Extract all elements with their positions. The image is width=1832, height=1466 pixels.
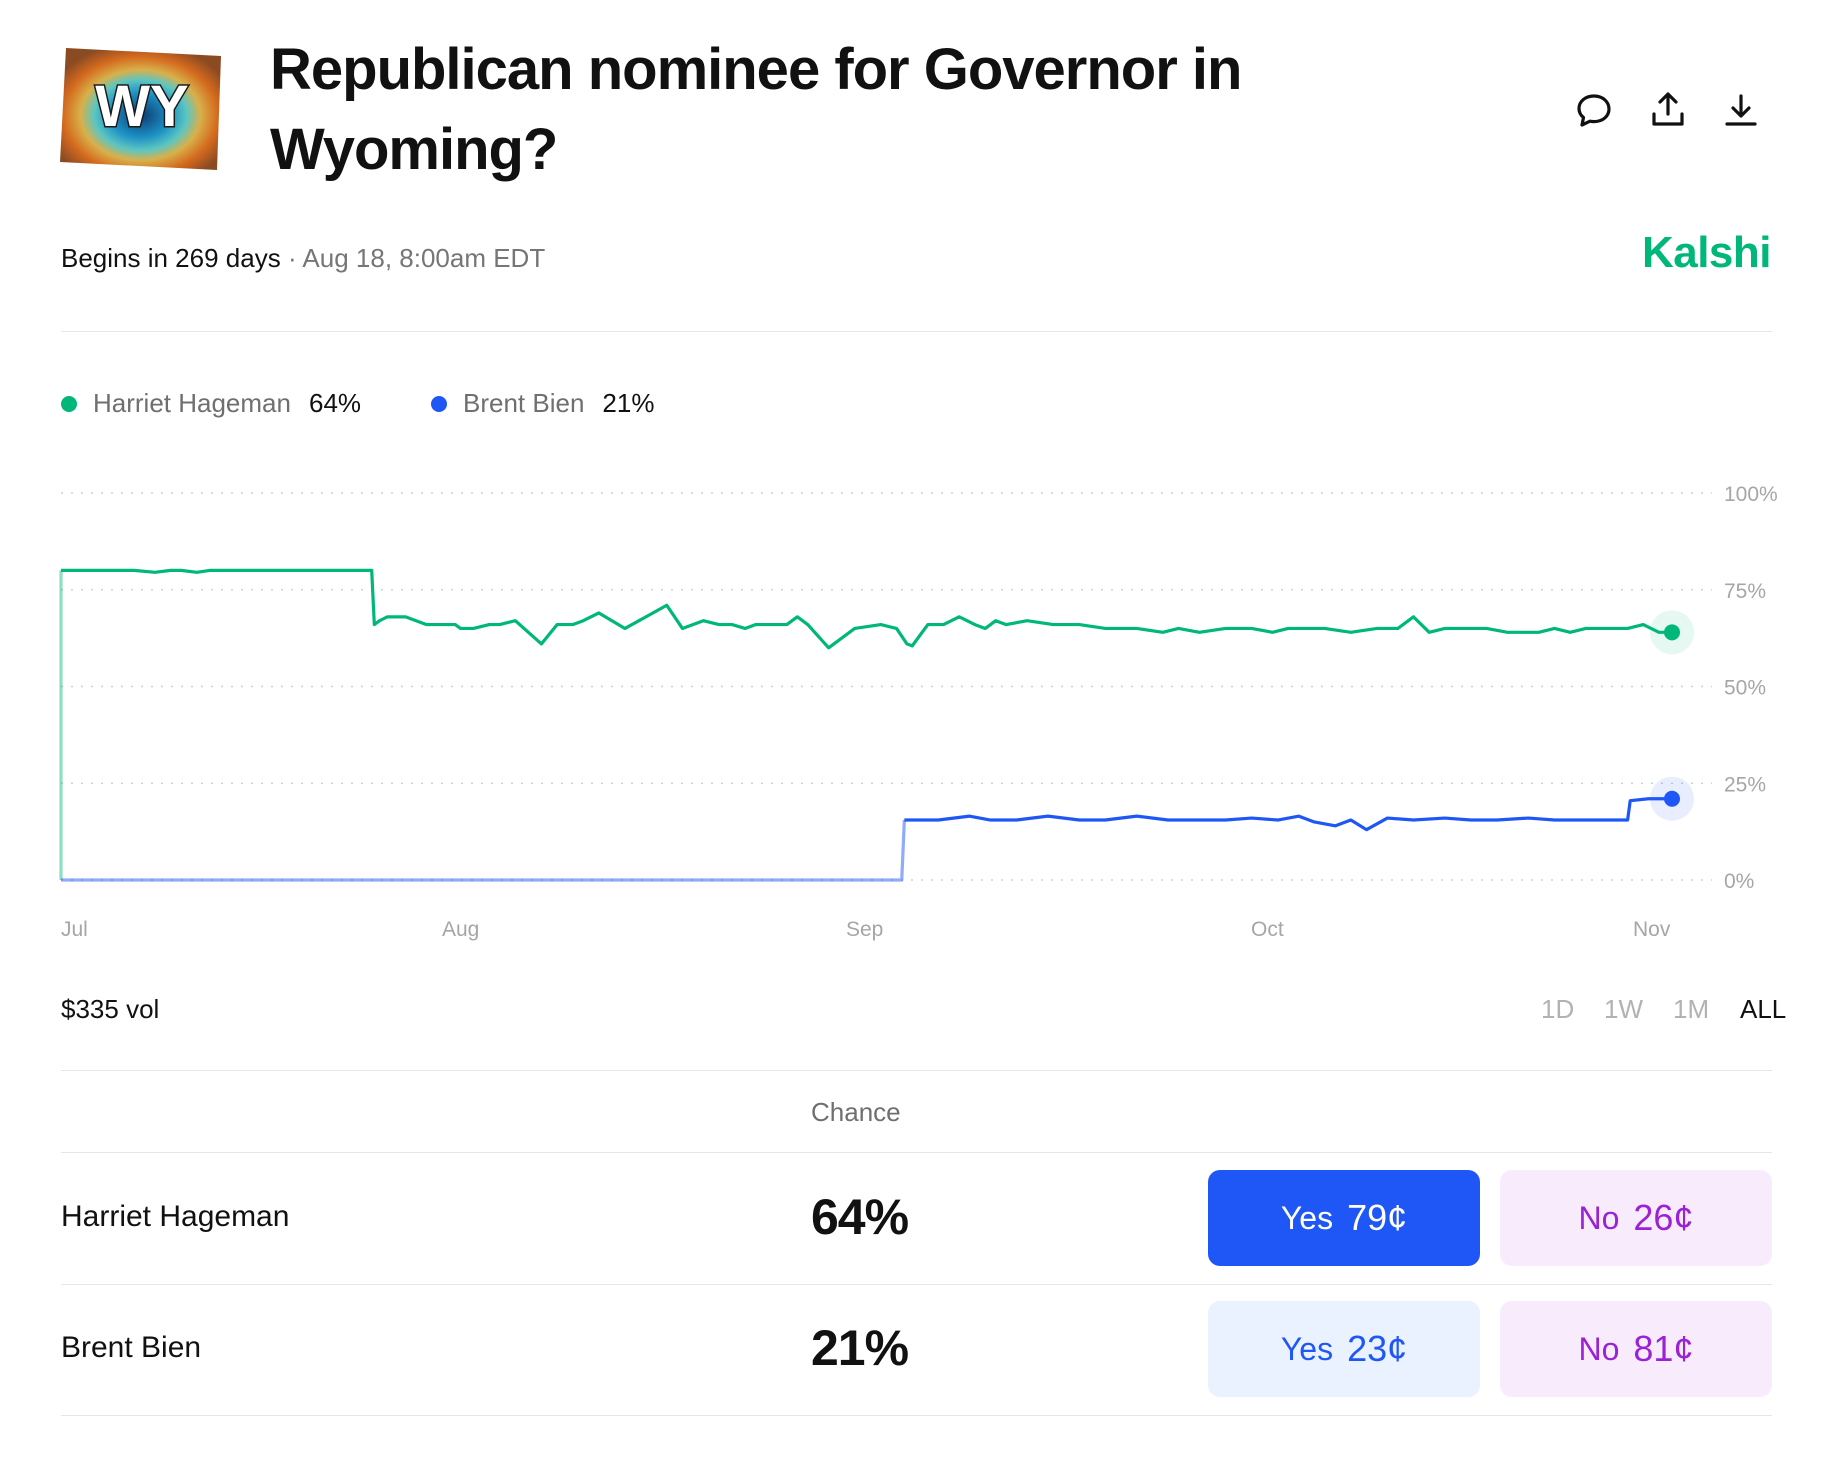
series-line-bien-start (61, 819, 906, 882)
series-endpoint-hageman (1664, 624, 1680, 641)
series-endpoint-bien (1664, 790, 1680, 807)
range-1w-button[interactable]: 1W (1604, 994, 1643, 1024)
x-tick-label: Nov (1633, 918, 1671, 941)
x-axis-ticks: Jul Aug Sep Oct Nov (61, 918, 1671, 941)
legend-name: Harriet Hageman (93, 388, 291, 418)
chance-column-header: Chance (811, 1097, 901, 1127)
legend-item-hageman: Harriet Hageman 64% (61, 388, 361, 419)
begins-separator: · (287, 243, 297, 273)
price-chart[interactable]: 100% 75% 50% 25% 0% Jul Aug Sep Oct Nov (0, 470, 1832, 950)
x-tick-label: Aug (442, 918, 479, 941)
share-icon[interactable] (1644, 86, 1692, 134)
y-tick-label: 25% (1724, 773, 1766, 796)
yes-label: Yes (1280, 1199, 1334, 1236)
yes-button-hageman[interactable]: Yes 79¢ (1208, 1170, 1480, 1266)
y-tick-label: 50% (1724, 677, 1766, 700)
no-price: 81¢ (1633, 1328, 1694, 1369)
table-bottom-divider (61, 1415, 1772, 1416)
legend-item-bien: Brent Bien 21% (431, 388, 654, 419)
begins-info: Begins in 269 days · Aug 18, 8:00am EDT (61, 243, 545, 274)
no-label: No (1578, 1199, 1620, 1236)
download-icon[interactable] (1717, 86, 1765, 134)
legend-value: 64% (308, 388, 362, 418)
table-row-divider (61, 1284, 1772, 1285)
legend-dot-hageman (61, 395, 77, 412)
outcome-chance-bien: 21% (811, 1320, 909, 1376)
range-1m-button[interactable]: 1M (1673, 994, 1710, 1024)
yes-price: 79¢ (1347, 1197, 1408, 1238)
y-axis-ticks: 100% 75% 50% 25% 0% (1724, 483, 1778, 893)
chart-series (59, 568, 1694, 882)
legend-value: 21% (602, 388, 655, 418)
page-title: Republican nominee for Governor in Wyomi… (270, 37, 1242, 182)
chart-divider (61, 1070, 1772, 1071)
outcome-name-bien: Brent Bien (61, 1331, 202, 1364)
yes-label: Yes (1280, 1330, 1334, 1367)
no-price: 26¢ (1633, 1197, 1694, 1238)
header-divider (61, 331, 1772, 332)
wyoming-logo-image: WY (60, 48, 221, 170)
no-button-hageman[interactable]: No 26¢ (1500, 1170, 1772, 1266)
x-tick-label: Jul (61, 918, 88, 941)
outcome-name-hageman: Harriet Hageman (61, 1200, 290, 1233)
y-tick-label: 100% (1724, 483, 1778, 506)
svg-text:WY: WY (95, 74, 188, 139)
comment-icon[interactable] (1570, 86, 1618, 134)
outcome-chance-hageman: 64% (811, 1189, 909, 1245)
brand-logo[interactable]: Kalshi (1641, 228, 1772, 277)
x-tick-label: Sep (846, 918, 883, 941)
begins-date: Aug 18, 8:00am EDT (302, 243, 546, 273)
series-line-bien (904, 797, 1672, 832)
legend-dot-bien (431, 395, 447, 412)
no-label: No (1578, 1330, 1620, 1367)
legend-name: Brent Bien (463, 388, 585, 418)
y-tick-label: 0% (1724, 870, 1754, 893)
no-button-bien[interactable]: No 81¢ (1500, 1301, 1772, 1397)
yes-price: 23¢ (1347, 1328, 1408, 1369)
table-header-divider (61, 1152, 1772, 1153)
volume-label: $335 vol (61, 994, 160, 1024)
y-tick-label: 75% (1724, 580, 1766, 603)
x-tick-label: Oct (1251, 918, 1284, 941)
state-logo: WY (60, 46, 223, 172)
yes-button-bien[interactable]: Yes 23¢ (1208, 1301, 1480, 1397)
series-line-hageman (61, 568, 1672, 650)
range-all-button[interactable]: ALL (1740, 994, 1787, 1024)
begins-countdown: Begins in 269 days (61, 243, 281, 273)
chart-grid (61, 492, 1712, 881)
range-1d-button[interactable]: 1D (1541, 994, 1575, 1024)
